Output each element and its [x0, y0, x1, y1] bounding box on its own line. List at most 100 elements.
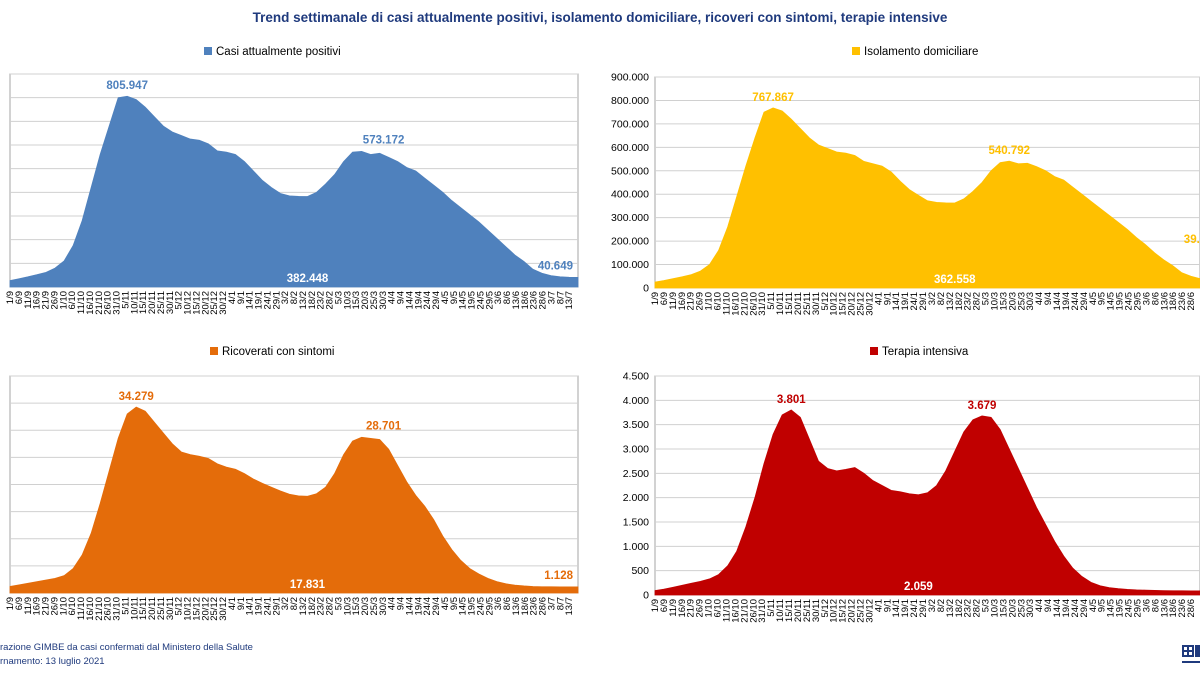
data-label: 540.792 [989, 145, 1031, 157]
y-tick-label: 2.500 [623, 468, 649, 480]
x-tick-label: 9/1 [882, 292, 893, 305]
x-tick-label: 20/11 [147, 291, 158, 314]
x-tick-label: 11/9 [23, 291, 34, 309]
x-tick-label: 6/9 [659, 599, 670, 612]
x-tick-label: 25/3 [1016, 599, 1027, 618]
x-tick-label: 19/5 [467, 291, 478, 310]
x-tick-label: 24/5 [1124, 292, 1135, 311]
x-tick-label: 15/3 [998, 292, 1009, 311]
x-tick-label: 16/9 [32, 597, 43, 616]
x-tick-label: 18/6 [1168, 292, 1179, 311]
x-tick-label: 21/9 [41, 291, 52, 310]
y-tick-label: 400.000 [611, 189, 649, 201]
y-tick-label: 0 [643, 283, 649, 295]
x-tick-label: 5/3 [333, 597, 344, 610]
data-label: 805.947 [106, 80, 148, 92]
x-tick-label: 30/11 [165, 291, 176, 314]
x-tick-label: 10/12 [829, 599, 840, 623]
x-tick-label: 29/1 [918, 599, 929, 618]
x-tick-label: 8/6 [502, 597, 513, 610]
x-tick-label: 10/12 [183, 291, 194, 315]
x-tick-label: 29/1 [271, 597, 282, 616]
y-tick-label: 4.500 [623, 371, 649, 383]
x-tick-label: 5/12 [174, 597, 185, 616]
chart-ricoverati-con-sintomi: 1/9 6/9 11/9 16/9 21/9 26/9 1/10 6/10 11/10 16/10… [0, 342, 600, 642]
x-tick-label: 5/11 [120, 597, 131, 615]
y-tick-label: 500 [631, 565, 649, 577]
y-tick-label: 900.000 [611, 72, 649, 84]
x-tick-label: 15/3 [351, 291, 362, 310]
x-tick-label: 20/11 [793, 292, 804, 315]
x-tick-label: 4/1 [227, 597, 238, 610]
x-tick-label: 14/1 [245, 597, 256, 616]
x-tick-label: 3/2 [927, 599, 938, 612]
x-tick-label: 8/2 [936, 292, 947, 305]
x-tick-label: 13/2 [945, 599, 956, 618]
x-tick-label: 19/5 [467, 597, 478, 616]
x-tick-label: 30/12 [218, 291, 229, 315]
chart-legend-label: Casi attualmente positivi [216, 46, 341, 58]
x-tick-label: 20/12 [847, 292, 858, 316]
x-tick-label: 9/5 [1097, 599, 1108, 612]
x-tick-label: 30/12 [864, 599, 875, 623]
x-tick-label: 6/9 [14, 291, 25, 304]
x-tick-label: 19/4 [1061, 292, 1072, 311]
x-tick-label: 25/11 [802, 292, 813, 315]
data-label: 362.558 [934, 274, 976, 286]
x-tick-label: 25/12 [856, 599, 867, 623]
x-tick-label: 30/3 [378, 597, 389, 616]
x-tick-label: 29/5 [1133, 292, 1144, 311]
x-tick-label: 20/11 [147, 597, 158, 620]
x-tick-label: 1/9 [650, 292, 661, 305]
x-tick-label: 23/2 [963, 599, 974, 618]
x-tick-label: 1/9 [650, 599, 661, 612]
chart-isolamento-domiciliare: 0 100.000 200.000 300.000 400.000 500.000 600.… [600, 40, 1200, 350]
x-tick-label: 18/6 [1168, 599, 1179, 618]
x-tick-label: 28/6 [1186, 599, 1197, 618]
x-tick-label: 4/5 [1088, 599, 1099, 612]
x-tick-label: 30/11 [165, 597, 176, 620]
x-tick-label: 6/9 [659, 292, 670, 305]
x-tick-label: 5/3 [981, 599, 992, 612]
data-label: 1.128 [544, 570, 573, 582]
x-tick-label: 28/2 [972, 599, 983, 618]
x-tick-label: 15/11 [138, 597, 149, 620]
x-tick-label: 23/6 [1177, 292, 1188, 311]
x-tick-label: 20/3 [360, 597, 371, 616]
x-tick-label: 9/4 [396, 291, 407, 304]
chart-svg: 1/96/911/916/921/926/91/106/1011/1016/10… [5, 346, 579, 621]
y-tick-label: 300.000 [611, 212, 649, 224]
x-tick-label: 23/2 [316, 291, 327, 310]
x-tick-label: 24/5 [1124, 599, 1135, 618]
x-tick-label: 14/5 [1106, 599, 1117, 618]
x-tick-label: 19/1 [900, 599, 911, 618]
y-tick-label: 4.000 [623, 395, 649, 407]
data-label: 34.279 [119, 391, 154, 403]
x-tick-label: 4/5 [1088, 292, 1099, 305]
x-tick-label: 30/3 [1025, 599, 1036, 618]
x-tick-label: 3/6 [493, 291, 504, 304]
x-tick-label: 23/2 [316, 597, 327, 616]
chart-legend-label: Ricoverati con sintomi [222, 346, 334, 358]
x-tick-label: 16/10 [85, 597, 96, 621]
x-tick-label: 10/11 [129, 597, 140, 620]
x-tick-label: 24/1 [909, 292, 920, 311]
x-tick-label: 13/2 [298, 597, 309, 616]
x-tick-label: 29/4 [431, 291, 442, 310]
x-tick-label: 25/3 [369, 597, 380, 616]
x-tick-label: 8/2 [936, 599, 947, 612]
x-tick-label: 25/3 [369, 291, 380, 310]
x-tick-label: 18/6 [520, 597, 531, 616]
data-label: 28.701 [366, 420, 402, 432]
x-tick-label: 10/12 [829, 292, 840, 316]
x-tick-label: 8/6 [1150, 599, 1161, 612]
x-tick-label: 8/6 [502, 291, 513, 304]
x-tick-label: 6/10 [713, 292, 724, 311]
x-tick-label: 13/6 [511, 597, 522, 616]
y-tick-label: 3.000 [623, 444, 649, 456]
x-tick-label: 18/2 [954, 292, 965, 311]
y-tick-label: 500.000 [611, 165, 649, 177]
series-area [9, 95, 579, 288]
x-tick-label: 6/10 [713, 599, 724, 618]
x-tick-label: 4/1 [873, 292, 884, 305]
